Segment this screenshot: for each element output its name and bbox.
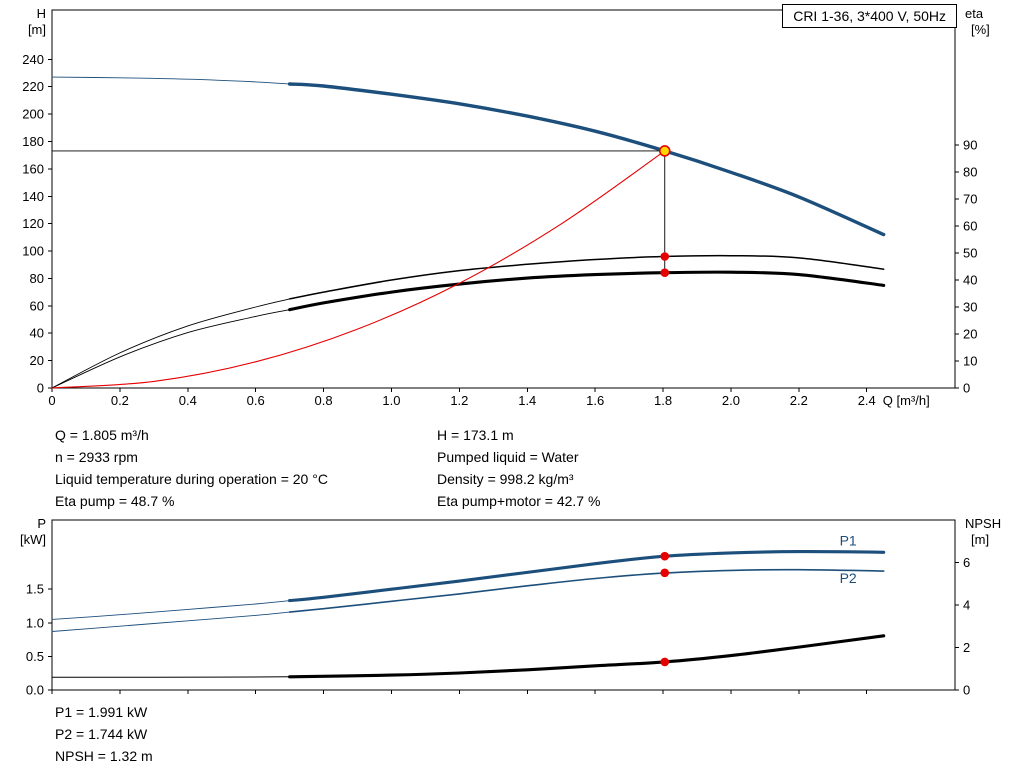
y-right-axis-title: NPSH [965,516,1001,531]
duty-data-left-column: Q = 1.805 m³/h n = 2933 rpm Liquid tempe… [55,424,328,512]
p2-shaft-power-curve [288,568,885,613]
y-right-tick-label: 40 [963,273,977,288]
y-right-tick-label: 50 [963,246,977,261]
y-left-axis-title: P [37,516,46,531]
operating-curve-curve [51,150,666,389]
eta-pump-plus-motor-curve [288,270,886,312]
eta-pump-plus-motor-curve [51,309,291,389]
x-tick-label: 1.2 [450,393,468,408]
y-left-tick-label: 0.5 [26,649,44,664]
duty-liquid-temp-text: Liquid temperature during operation = 20… [55,471,328,487]
qh-curve-curve [51,76,291,85]
eta-pump-curve [288,254,885,300]
y-right-tick-label: 10 [963,354,977,369]
y-left-tick-label: 100 [22,244,44,259]
y-left-tick-label: 40 [30,326,44,341]
duty-data-right-column: H = 173.1 m Pumped liquid = Water Densit… [437,424,600,512]
y-right-axis-title: eta [965,6,984,21]
y-right-tick-label: 2 [963,640,970,655]
y-left-tick-label: 160 [22,161,44,176]
curve-label-p2: P2 [840,570,857,586]
y-left-tick-label: 140 [22,189,44,204]
y-left-tick-label: 0 [37,381,44,396]
curve-intersection-dot [660,568,670,578]
duty-eta-total-text: Eta pump+motor = 42.7 % [437,493,601,509]
y-right-tick-label: 60 [963,219,977,234]
curve-intersection-dot [660,657,670,667]
npsh-curve [288,634,886,679]
qh-efficiency-chart: 0 20 40 60 80 100 120 140 160 180 200 220 240 0 10 20 30… [22,6,990,408]
x-tick-label: 0.4 [179,393,197,408]
y-right-tick-label: 0 [963,381,970,396]
y-right-tick-label: 6 [963,555,970,570]
y-right-tick-label: 90 [963,138,977,153]
x-tick-label: 0 [48,393,55,408]
y-right-tick-label: 70 [963,192,977,207]
p2-shaft-power-curve [51,611,291,632]
chart-frame-and-ticks [48,9,959,392]
x-tick-label: 2.0 [722,393,740,408]
curve-label-p1: P1 [840,533,857,549]
y-left-axis-unit: [kW] [20,532,46,547]
p2-value-text: P2 = 1.744 kW [55,726,148,742]
y-left-tick-label: 120 [22,216,44,231]
x-tick-label: 1.6 [586,393,604,408]
duty-speed-text: n = 2933 rpm [55,449,138,465]
y-left-tick-label: 80 [30,271,44,286]
y-left-axis-title: H [37,6,46,21]
npsh-curve [51,676,291,678]
y-right-tick-label: 0 [963,683,970,698]
duty-liquid-text: Pumped liquid = Water [437,449,579,465]
duty-point-marker [658,145,671,157]
y-left-tick-label: 240 [22,52,44,67]
y-right-tick-label: 30 [963,300,977,315]
y-left-tick-label: 1.5 [26,582,44,597]
y-left-tick-label: 1.0 [26,615,44,630]
qh-curve-curve [287,82,886,237]
y-left-tick-label: 200 [22,107,44,122]
x-axis-title: Q [m³/h] [883,393,930,408]
y-left-tick-label: 60 [30,298,44,313]
y-right-tick-label: 4 [963,598,970,613]
duty-flow-text: Q = 1.805 m³/h [55,427,149,443]
y-left-axis-unit: [m] [28,22,46,37]
y-right-axis-unit: [m] [971,532,989,547]
duty-data-block: Q = 1.805 m³/h n = 2933 rpm Liquid tempe… [0,424,1024,514]
y-left-tick-label: 20 [30,353,44,368]
x-tick-label: 0.6 [247,393,265,408]
p1-input-power-curve [51,600,291,620]
duty-head-text: H = 173.1 m [437,427,514,443]
chart-frame-and-ticks [48,519,959,694]
curve-intersection-dot [660,268,670,278]
x-tick-label: 2.4 [858,393,876,408]
power-data-block: P1 = 1.991 kW P2 = 1.744 kW NPSH = 1.32 … [55,701,153,767]
x-tick-label: 0.8 [315,393,333,408]
y-right-tick-label: 80 [963,165,977,180]
eta-pump-curve [51,298,291,389]
y-right-tick-label: 20 [963,327,977,342]
npsh-value-text: NPSH = 1.32 m [55,748,153,764]
x-tick-label: 0.2 [111,393,129,408]
p1-value-text: P1 = 1.991 kW [55,704,148,720]
x-tick-label: 1.4 [518,393,536,408]
y-left-tick-label: 220 [22,79,44,94]
p1-input-power-curve [288,550,886,603]
x-tick-label: 1.0 [382,393,400,408]
curve-intersection-dot [660,252,670,261]
y-left-tick-label: 0.0 [26,683,44,698]
curve-intersection-dot [660,551,670,561]
power-npsh-chart: 0.0 0.5 1.0 1.5 0 2 4 6 P[kW] NPSH[m] P1 P2 [20,516,1001,698]
pump-model-label: CRI 1-36, 3*400 V, 50Hz [782,4,957,28]
y-right-axis-unit: [%] [971,22,990,37]
x-tick-label: 2.2 [790,393,808,408]
duty-eta-pump-text: Eta pump = 48.7 % [55,493,175,509]
y-left-tick-label: 180 [22,134,44,149]
x-tick-label: 1.8 [654,393,672,408]
duty-density-text: Density = 998.2 kg/m³ [437,471,574,487]
